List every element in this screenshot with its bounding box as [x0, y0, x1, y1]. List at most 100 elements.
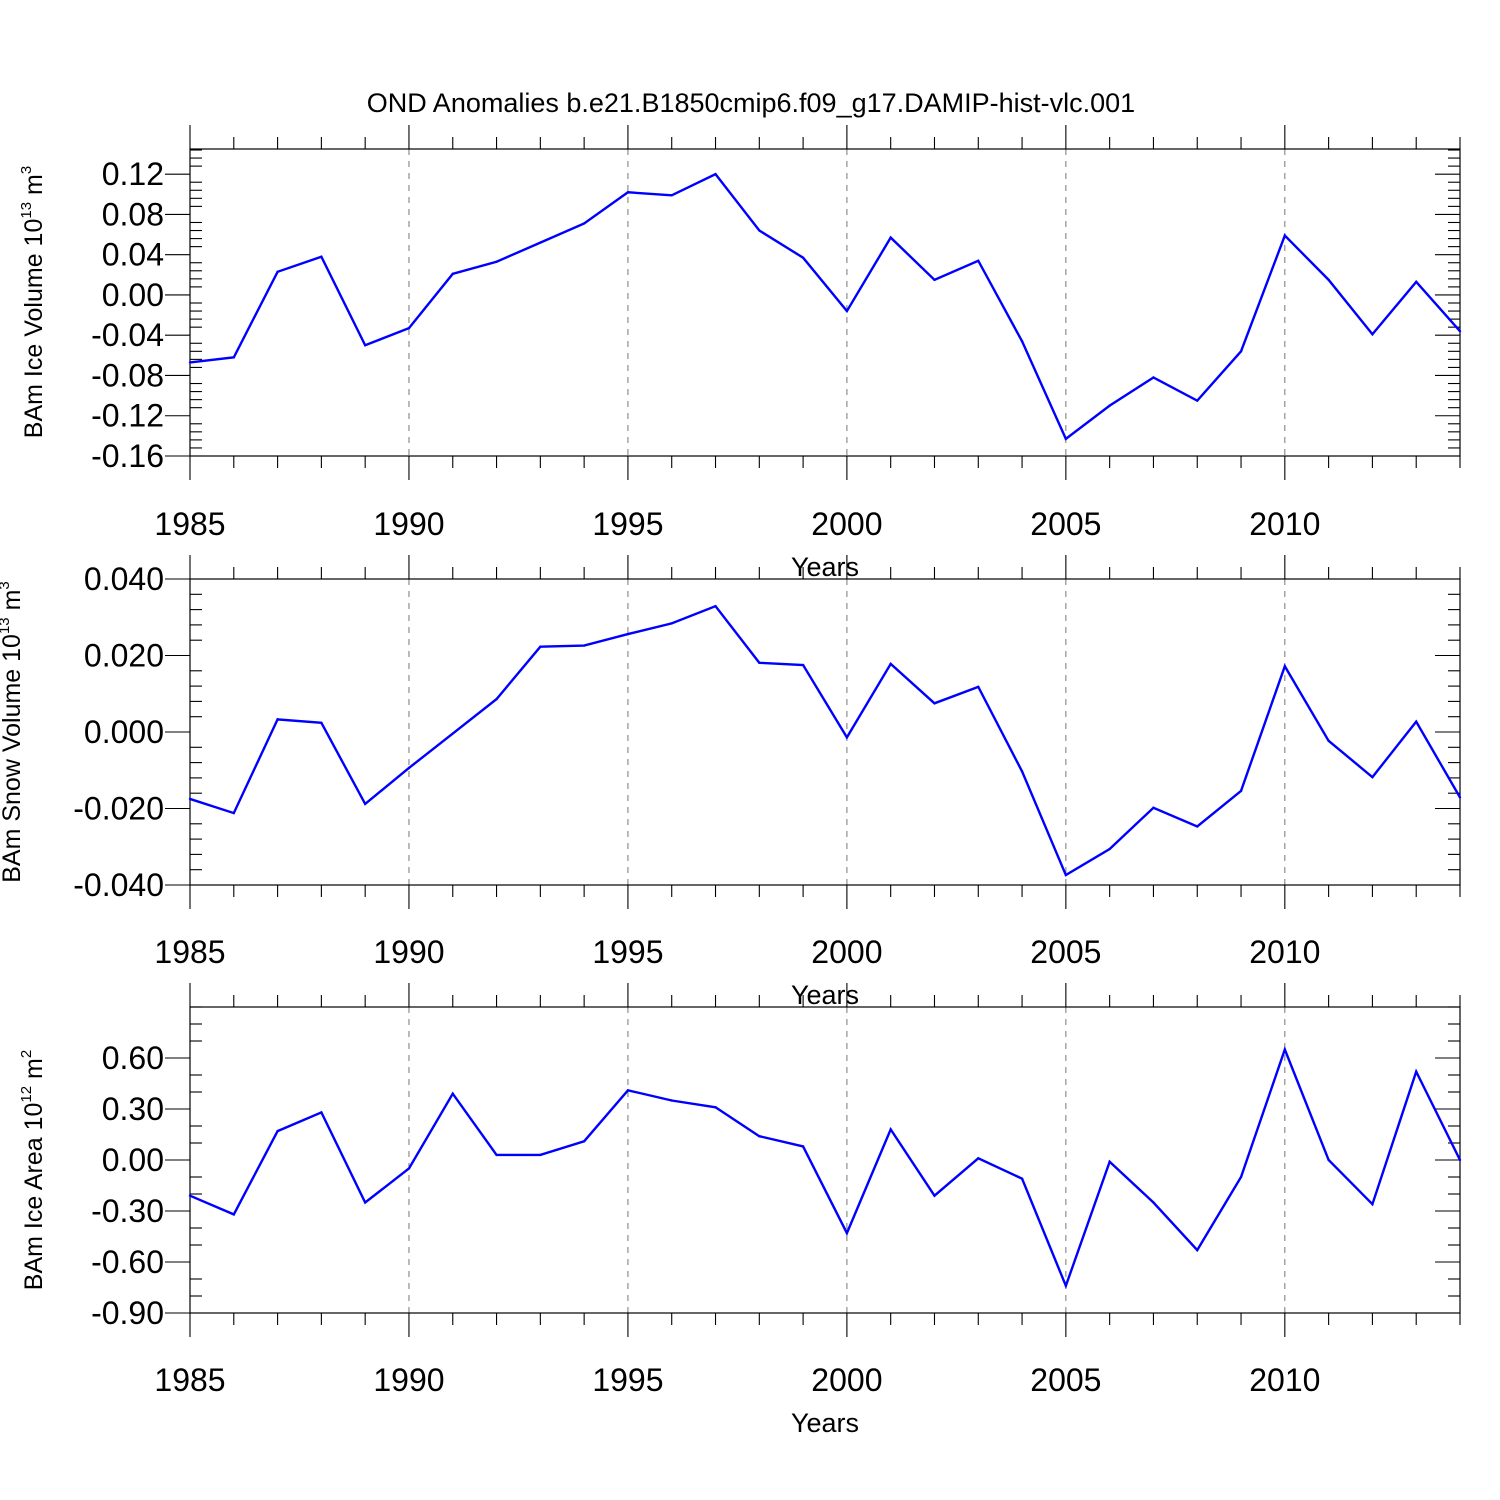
data-point — [1108, 1160, 1111, 1163]
data-point — [495, 697, 498, 701]
y-tick-label: 0.30 — [102, 1091, 164, 1127]
x-tick-label: 1995 — [592, 1362, 663, 1398]
data-point — [1371, 775, 1374, 779]
data-point — [1371, 333, 1374, 336]
data-point — [714, 1106, 717, 1109]
data-point — [539, 1153, 542, 1157]
y-label-unit: m — [0, 590, 26, 618]
data-point — [977, 685, 980, 689]
panel-1: -0.16 -0.12 -0.08 -0.04 0.00 0.04 0.08 0.12 1985… — [18, 125, 1462, 582]
y-axis-label: BAm Ice Volume 1013 m3 — [18, 166, 48, 438]
data-point — [714, 172, 717, 176]
data-point — [626, 191, 630, 194]
data-point — [670, 622, 673, 625]
data-point — [1064, 1284, 1068, 1288]
data-point — [451, 272, 454, 276]
series-line — [189, 172, 1461, 441]
data-point — [1064, 873, 1068, 877]
x-tick-label: 1985 — [154, 506, 225, 542]
data-point — [1020, 1177, 1024, 1180]
data-point — [232, 356, 235, 359]
data-point — [845, 309, 849, 313]
data-point — [1458, 796, 1462, 799]
y-tick-label: -0.040 — [73, 867, 164, 903]
y-label-exponent: 12 — [18, 1086, 35, 1103]
data-point — [407, 1167, 411, 1170]
data-point — [801, 1145, 805, 1148]
data-point — [1108, 404, 1111, 407]
y-axis-label: BAm Snow Volume 1013 m3 — [0, 581, 26, 883]
data-point — [320, 721, 323, 725]
y-tick-label: -0.30 — [91, 1193, 164, 1229]
data-point — [977, 259, 980, 262]
y-axis-label: BAm Ice Area 1012 m2 — [18, 1050, 48, 1290]
y-label-unit-exponent: 3 — [0, 581, 13, 589]
data-point — [407, 766, 411, 770]
data-point — [451, 1092, 454, 1095]
x-axis-label: Years — [791, 552, 859, 582]
data-point — [407, 326, 411, 330]
data-point — [363, 344, 367, 347]
x-tick-label: 2005 — [1030, 1362, 1101, 1398]
y-label-text: BAm Ice Area 10 — [20, 1103, 48, 1291]
data-point — [539, 645, 542, 648]
y-tick-label: -0.12 — [91, 398, 164, 434]
x-tick-label: 1985 — [154, 934, 225, 970]
x-tick-label: 2010 — [1249, 934, 1320, 970]
x-tick-label: 2010 — [1249, 1362, 1320, 1398]
data-point — [758, 229, 761, 232]
data-point — [933, 1194, 936, 1197]
data-point — [714, 604, 717, 608]
data-point — [320, 1111, 323, 1114]
x-tick-label: 1990 — [373, 506, 444, 542]
data-point — [1239, 350, 1243, 353]
data-point — [232, 811, 235, 815]
data-point — [670, 1099, 673, 1102]
x-tick-label: 2000 — [811, 506, 882, 542]
x-axis-label: Years — [791, 1408, 859, 1438]
data-point — [188, 1194, 192, 1197]
panel-2: -0.040 -0.020 0.000 0.020 0.040 1985 1990 1995 2… — [0, 555, 1462, 1010]
data-point — [1415, 280, 1418, 284]
y-tick-label: -0.020 — [73, 791, 164, 827]
data-point — [1152, 376, 1155, 379]
data-point — [1415, 720, 1418, 723]
x-tick-label: 1990 — [373, 934, 444, 970]
data-point — [758, 661, 761, 664]
y-tick-label: 0.000 — [84, 714, 164, 750]
data-point — [1239, 1175, 1243, 1179]
data-point — [1458, 329, 1462, 333]
y-tick-label: 0.00 — [102, 1142, 164, 1178]
data-point — [539, 241, 542, 244]
data-point — [977, 1157, 980, 1160]
data-point — [1283, 234, 1287, 237]
data-point — [276, 1129, 279, 1133]
data-point — [933, 702, 936, 705]
data-point — [889, 662, 892, 666]
data-point — [626, 1089, 630, 1092]
data-point — [1283, 665, 1287, 668]
x-tick-label: 2005 — [1030, 506, 1101, 542]
data-point — [670, 194, 673, 197]
y-label-unit-exponent: 3 — [18, 166, 35, 174]
series-line — [189, 604, 1462, 877]
data-point — [582, 222, 586, 225]
x-tick-label: 2005 — [1030, 934, 1101, 970]
data-point — [845, 736, 849, 739]
y-label-text: BAm Ice Volume 10 — [20, 219, 48, 439]
data-point — [1415, 1070, 1418, 1073]
data-point — [276, 718, 279, 721]
y-tick-label: 0.60 — [102, 1040, 164, 1076]
y-tick-label: 0.12 — [102, 156, 164, 192]
data-point — [1458, 1158, 1462, 1162]
x-tick-label: 2010 — [1249, 506, 1320, 542]
data-point — [1239, 789, 1243, 793]
data-point — [1283, 1048, 1287, 1051]
y-tick-label: 0.04 — [102, 237, 164, 273]
data-point — [1020, 340, 1024, 343]
x-axis-label: Years — [791, 980, 859, 1010]
data-point — [363, 802, 367, 806]
data-point — [320, 255, 323, 258]
